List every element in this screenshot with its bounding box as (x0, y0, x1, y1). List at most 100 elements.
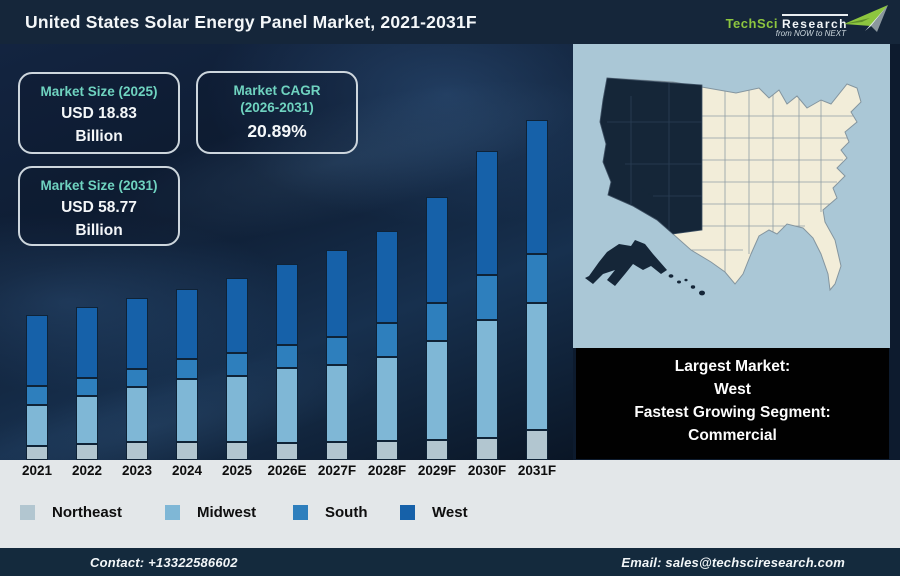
axis-label-2026E: 2026E (267, 463, 307, 478)
bar-2030F-south-segment (476, 275, 498, 320)
bar-2029F-south-segment (426, 303, 448, 341)
bar-2026E-midwest-segment (276, 368, 298, 443)
axis-label-2022: 2022 (71, 463, 103, 478)
market-cagr-label: Market CAGR (2026-2031) (233, 83, 321, 115)
bar-2021-northeast-segment (26, 446, 48, 460)
callout-line-1: Largest Market: (674, 358, 791, 375)
axis-label-2023: 2023 (121, 463, 153, 478)
bar-2022-south-segment (76, 378, 98, 396)
bar-2027F-west-segment (326, 250, 348, 337)
bar-2026E-west-segment (276, 264, 298, 345)
bar-2024-south-segment (176, 359, 198, 379)
legend-label-northeast: Northeast (52, 504, 123, 521)
market-cagr-box: Market CAGR (2026-2031) 20.89% (196, 71, 358, 154)
market-size-2025-box: Market Size (2025) USD 18.83 Billion (18, 72, 180, 154)
market-size-2031-value: USD 58.77 Billion (61, 199, 137, 239)
bar-2023-west-segment (126, 298, 148, 369)
axis-label-2025: 2025 (221, 463, 253, 478)
market-size-2031-box: Market Size (2031) USD 58.77 Billion (18, 166, 180, 246)
axis-and-legend-band: 2021 2022 2023 2024 2025 2026E 2027F 2028F 2029F… (0, 460, 900, 548)
bar-2029F-west-segment (426, 197, 448, 303)
bar-2021-midwest-segment (26, 405, 48, 446)
bar-2021-south-segment (26, 386, 48, 405)
bar-2024-midwest-segment (176, 379, 198, 442)
axis-label-2021: 2021 (21, 463, 53, 478)
logo-brand-secondary: Research (781, 14, 848, 31)
footer-bar: Contact: +13322586602 Email: sales@techs… (0, 548, 900, 576)
us-map-panel (573, 44, 890, 348)
bar-2031F-west-segment (526, 120, 548, 254)
techsci-logo: TechSci Research from NOW to NEXT (726, 5, 888, 41)
bar-2029F-midwest-segment (426, 341, 448, 440)
hawaii-islands (668, 274, 705, 296)
bar-2027F-midwest-segment (326, 365, 348, 442)
paper-plane-arrow-icon (844, 5, 888, 32)
bar-2028F-west-segment (376, 231, 398, 323)
bar-2030F-northeast-segment (476, 438, 498, 460)
bar-2026E-northeast-segment (276, 443, 298, 460)
bar-2025-south-segment (226, 353, 248, 376)
us-map (585, 77, 862, 296)
legend-swatch-midwest (165, 505, 180, 520)
contact-phone: Contact: +13322586602 (90, 554, 238, 570)
bar-2022-west-segment (76, 307, 98, 378)
legend-item-midwest: Midwest (165, 504, 256, 521)
chart-panel: Market Size (2025) USD 18.83 Billion Mar… (0, 44, 573, 460)
legend-item-south: South (293, 504, 368, 521)
bar-2025-midwest-segment (226, 376, 248, 442)
bar-2023-midwest-segment (126, 387, 148, 442)
bar-2026E-south-segment (276, 345, 298, 368)
market-size-2025-value: USD 18.83 Billion (61, 105, 137, 145)
chart-legend: Northeast Midwest South West (0, 504, 573, 524)
axis-label-2024: 2024 (171, 463, 203, 478)
west-region-highlight (599, 77, 703, 235)
bar-2027F-northeast-segment (326, 442, 348, 460)
legend-item-northeast: Northeast (20, 504, 122, 521)
legend-label-south: South (325, 504, 368, 521)
legend-item-west: West (400, 504, 468, 521)
market-size-2031-label: Market Size (2031) (40, 178, 158, 193)
contact-email: Email: sales@techsciresearch.com (621, 554, 845, 570)
bar-2028F-south-segment (376, 323, 398, 357)
bar-2028F-midwest-segment (376, 357, 398, 441)
bar-2023-south-segment (126, 369, 148, 387)
callout-line-4: Commercial (688, 427, 777, 444)
bar-2022-northeast-segment (76, 444, 98, 460)
largest-market-callout: Largest Market: West Fastest Growing Seg… (576, 348, 889, 459)
axis-label-2029F: 2029F (417, 463, 457, 478)
bar-2025-west-segment (226, 278, 248, 353)
bar-2031F-northeast-segment (526, 430, 548, 460)
bar-2025-northeast-segment (226, 442, 248, 460)
axis-label-2031F: 2031F (517, 463, 557, 478)
bar-2023-northeast-segment (126, 442, 148, 460)
bar-2030F-west-segment (476, 151, 498, 275)
market-size-2025-label: Market Size (2025) (40, 84, 158, 99)
bar-2030F-midwest-segment (476, 320, 498, 438)
bar-2029F-northeast-segment (426, 440, 448, 460)
callout-line-3: Fastest Growing Segment: (634, 404, 831, 421)
logo-tagline: from NOW to NEXT (775, 29, 846, 38)
axis-label-2030F: 2030F (467, 463, 507, 478)
logo-brand-primary: TechSci (725, 16, 778, 31)
page-title: United States Solar Energy Panel Market,… (25, 12, 477, 32)
bar-2024-west-segment (176, 289, 198, 359)
bar-2022-midwest-segment (76, 396, 98, 444)
bar-2031F-south-segment (526, 254, 548, 303)
bar-2024-northeast-segment (176, 442, 198, 460)
legend-swatch-south (293, 505, 308, 520)
legend-label-west: West (432, 504, 468, 521)
axis-label-2027F: 2027F (317, 463, 357, 478)
header-bar: United States Solar Energy Panel Market,… (0, 0, 900, 44)
bar-2028F-northeast-segment (376, 441, 398, 460)
alaska-shape (585, 240, 667, 286)
legend-swatch-northeast (20, 505, 35, 520)
bar-2031F-midwest-segment (526, 303, 548, 430)
callout-line-2: West (714, 381, 751, 398)
axis-label-2028F: 2028F (367, 463, 407, 478)
bar-2027F-south-segment (326, 337, 348, 365)
legend-swatch-west (400, 505, 415, 520)
market-cagr-value: 20.89% (247, 121, 307, 141)
legend-label-midwest: Midwest (197, 504, 257, 521)
bar-2021-west-segment (26, 315, 48, 386)
